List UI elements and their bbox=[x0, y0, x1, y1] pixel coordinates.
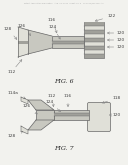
Bar bbox=[52, 41, 84, 44]
Text: FIG. 6: FIG. 6 bbox=[54, 79, 74, 84]
Bar bbox=[84, 42, 104, 46]
Text: FIG. 7: FIG. 7 bbox=[54, 146, 74, 151]
Bar bbox=[84, 22, 104, 58]
Text: Patent Application Publication   Aug. 23, 2012  Sheet 4 of 8   US 2012/0213317 A: Patent Application Publication Aug. 23, … bbox=[24, 2, 104, 4]
Text: 124: 124 bbox=[49, 25, 60, 39]
Bar bbox=[54, 110, 89, 120]
Text: 120: 120 bbox=[113, 113, 121, 117]
Polygon shape bbox=[28, 30, 52, 54]
Text: 126: 126 bbox=[23, 104, 37, 114]
Bar bbox=[84, 22, 104, 26]
Text: 118: 118 bbox=[102, 96, 121, 103]
Bar bbox=[84, 46, 104, 50]
Text: 128: 128 bbox=[8, 131, 23, 138]
Text: 120: 120 bbox=[117, 45, 125, 49]
Polygon shape bbox=[21, 126, 28, 134]
Polygon shape bbox=[21, 97, 28, 104]
Text: 122: 122 bbox=[95, 14, 116, 21]
Text: 126: 126 bbox=[18, 24, 31, 35]
Bar bbox=[36, 110, 54, 120]
Text: 116: 116 bbox=[48, 18, 57, 33]
Bar bbox=[84, 30, 104, 34]
Text: 112: 112 bbox=[8, 70, 16, 74]
Text: 124: 124 bbox=[46, 100, 61, 112]
Bar bbox=[84, 34, 104, 38]
Text: 120: 120 bbox=[117, 38, 125, 42]
Text: 114a: 114a bbox=[8, 91, 25, 99]
Bar bbox=[84, 50, 104, 54]
Bar bbox=[84, 26, 104, 30]
Bar bbox=[52, 36, 84, 48]
Text: 128: 128 bbox=[4, 27, 17, 39]
Polygon shape bbox=[28, 100, 54, 110]
Text: 120: 120 bbox=[117, 31, 125, 35]
Bar bbox=[18, 41, 28, 44]
Bar bbox=[84, 38, 104, 42]
FancyBboxPatch shape bbox=[88, 102, 110, 132]
Polygon shape bbox=[28, 120, 54, 130]
Bar bbox=[84, 54, 104, 58]
Polygon shape bbox=[18, 27, 28, 57]
Text: 116: 116 bbox=[64, 94, 72, 107]
Bar bbox=[54, 113, 89, 116]
Text: 112: 112 bbox=[48, 94, 56, 107]
